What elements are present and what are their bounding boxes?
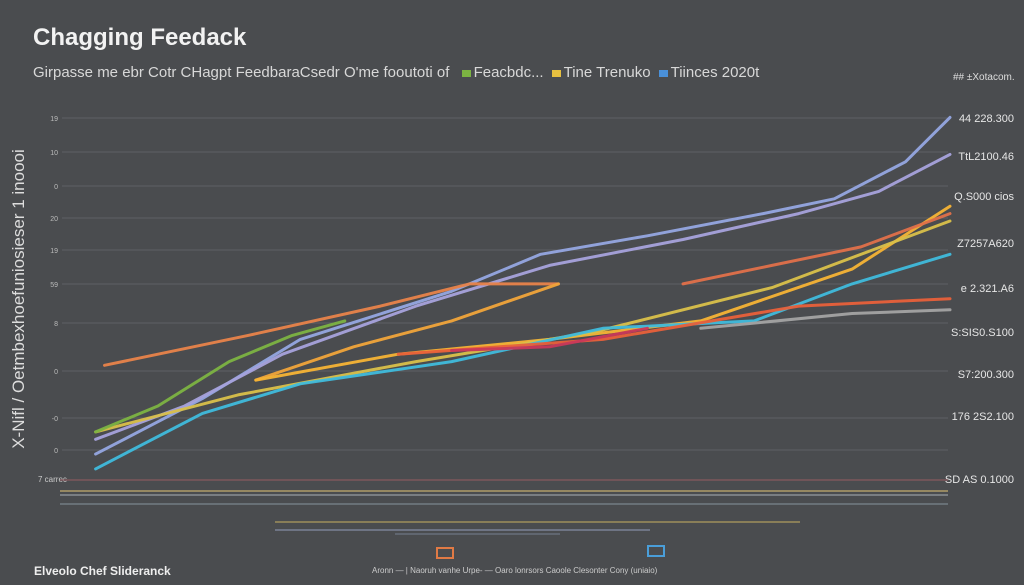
legend-swatch-orange xyxy=(436,547,454,559)
y-tick-label: 0 xyxy=(54,184,58,191)
right-value-label: Q.S000 cios xyxy=(954,191,1014,203)
y-tick-label: 10 xyxy=(50,150,58,157)
series-line-light-orange xyxy=(254,282,560,382)
series-line-amber xyxy=(254,204,952,382)
right-value-label: 176 2S2.100 xyxy=(952,411,1014,423)
right-value-label: S:SIS0.S100 xyxy=(951,327,1014,339)
right-value-label: Z7257A620 xyxy=(957,238,1014,250)
legend-label: Tiinces 2020t xyxy=(670,64,760,81)
series-line-lavender xyxy=(94,152,952,441)
subtitle-text: Girpasse me ebr Cotr CHagpt FeedbaraCsed… xyxy=(33,64,450,81)
right-value-label: SD AS 0.1000 xyxy=(945,474,1014,486)
y-tick-label: 19 xyxy=(50,116,58,123)
legend: Feacbdc... Tine Trenuko Tiinces 2020t xyxy=(454,64,760,81)
right-value-label: TtL2100.46 xyxy=(958,151,1014,163)
chart-title: Chagging Feedack xyxy=(33,24,247,51)
legend-swatch-blue xyxy=(647,545,665,557)
y-tick-label: 7 carrec xyxy=(38,475,67,484)
footer-title: Elveolo Chef Slideranck xyxy=(34,564,171,578)
series-line-crimson xyxy=(450,326,649,352)
series-line-yellow xyxy=(94,219,952,434)
legend-label: Tine Trenuko xyxy=(563,64,651,81)
legend-swatch xyxy=(461,69,471,77)
chart-subtitle: Girpasse me ebr Cotr CHagpt FeedbaraCsed… xyxy=(33,64,759,81)
legend-swatch xyxy=(551,69,561,77)
y-tick-label: 59 xyxy=(50,282,58,289)
series-line-cyan xyxy=(94,252,952,471)
series-line-periwinkle xyxy=(94,115,952,456)
y-tick-label: 19 xyxy=(50,248,58,255)
y-tick-label: 0 xyxy=(54,448,58,455)
legend-swatch xyxy=(658,69,668,77)
series-line-orange-red xyxy=(681,212,952,286)
y-tick-label: 0 xyxy=(54,369,58,376)
series-line-orange xyxy=(103,282,560,367)
series-line-red-orange xyxy=(396,297,952,356)
legend-label: Feacbdc... xyxy=(473,64,544,81)
series-line-green xyxy=(94,319,347,434)
series-line-gray xyxy=(699,308,952,330)
right-value-label: e 2.321.A6 xyxy=(961,283,1014,295)
right-value-label: 44 228.300 xyxy=(959,113,1014,125)
chart-credit: ## ±Xotacom. xyxy=(953,72,1015,83)
footer-note: Aronn — | Naoruh vanhe Urpe- — Oaro lonr… xyxy=(372,566,658,575)
y-tick-label: 20 xyxy=(50,216,58,223)
y-tick-label: 8 xyxy=(54,321,58,328)
right-value-label: S7:200.300 xyxy=(958,369,1014,381)
y-tick-label: -0 xyxy=(52,416,58,423)
